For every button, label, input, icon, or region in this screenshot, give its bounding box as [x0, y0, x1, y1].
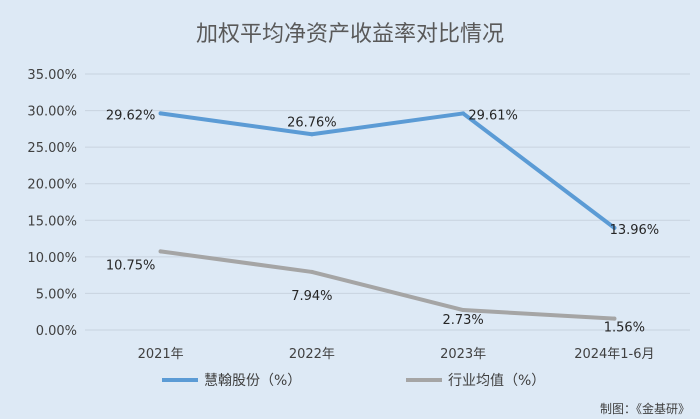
y-tick-label: 10.00% — [27, 251, 77, 266]
data-point — [612, 225, 617, 230]
data-label: 26.76% — [287, 115, 337, 130]
chart-title: 加权平均净资产收益率对比情况 — [196, 22, 504, 47]
legend: 慧翰股份（%） 行业均值（%） — [162, 373, 545, 389]
y-axis-ticks: 0.00% 5.00% 10.00% 15.00% 20.00% 25.00% 30.00%… — [27, 68, 77, 339]
legend-label-1: 慧翰股份（%） — [204, 373, 301, 389]
x-tick-label: 2022年 — [289, 347, 335, 362]
series-line-2 — [158, 249, 617, 321]
data-label: 10.75% — [106, 258, 156, 273]
data-point — [158, 111, 163, 116]
data-point — [461, 111, 466, 116]
gridlines — [85, 73, 690, 331]
data-label: 13.96% — [610, 223, 660, 238]
chart-credit: 制图：《金基研》 — [600, 401, 690, 416]
data-labels: 29.62% 26.76% 29.61% 13.96% 10.75% 7.94% 2.73%… — [106, 108, 659, 335]
data-point — [309, 269, 314, 274]
x-tick-label: 2023年 — [440, 347, 486, 362]
data-label: 29.61% — [468, 108, 518, 123]
legend-label-2: 行业均值（%） — [448, 373, 545, 389]
y-tick-label: 25.00% — [27, 141, 77, 156]
series-line-1 — [158, 111, 617, 230]
data-point — [461, 308, 466, 313]
y-tick-label: 15.00% — [27, 214, 77, 229]
y-tick-label: 30.00% — [27, 105, 77, 120]
y-tick-label: 0.00% — [36, 324, 77, 339]
data-point — [612, 316, 617, 321]
data-label: 29.62% — [106, 108, 156, 123]
data-label: 1.56% — [604, 321, 645, 336]
x-tick-label: 2024年1-6月 — [574, 347, 654, 362]
y-tick-label: 20.00% — [27, 178, 77, 193]
series-lines — [158, 111, 617, 321]
data-label: 2.73% — [442, 313, 483, 328]
x-axis-ticks: 2021年 2022年 2023年 2024年1-6月 — [138, 347, 655, 362]
x-tick-label: 2021年 — [138, 347, 184, 362]
y-tick-label: 35.00% — [27, 68, 77, 83]
data-point — [309, 132, 314, 137]
data-point — [158, 249, 163, 254]
y-tick-label: 5.00% — [36, 287, 77, 302]
data-label: 7.94% — [291, 289, 332, 304]
